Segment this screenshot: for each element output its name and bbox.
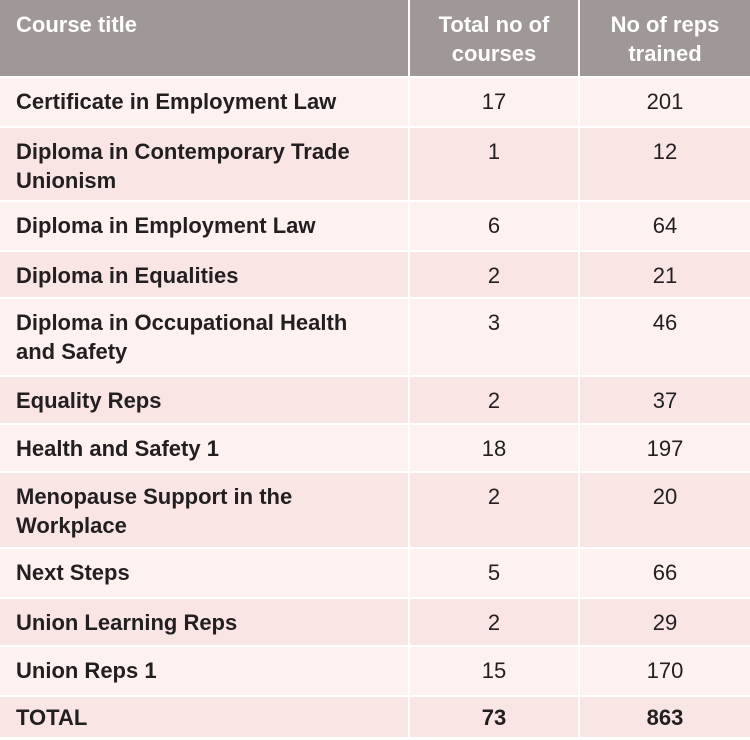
course-title: Diploma in Occupational Health and Safet… xyxy=(0,299,408,375)
number-cell: 20 xyxy=(580,473,750,547)
number-cell: 46 xyxy=(580,299,750,375)
number-cell: 1 xyxy=(410,128,578,200)
course-title: Health and Safety 1 xyxy=(0,425,408,471)
number-cell: 21 xyxy=(580,252,750,297)
number-cell: 2 xyxy=(410,252,578,297)
number-cell: 17 xyxy=(410,78,578,126)
number-cell: 66 xyxy=(580,549,750,597)
course-title: Certificate in Employment Law xyxy=(0,78,408,126)
header-cell: No of reps trained xyxy=(580,0,750,76)
number-cell: 170 xyxy=(580,647,750,695)
number-cell: 3 xyxy=(410,299,578,375)
course-title: Next Steps xyxy=(0,549,408,597)
total-number: 73 xyxy=(410,697,578,737)
number-cell: 18 xyxy=(410,425,578,471)
number-cell: 15 xyxy=(410,647,578,695)
number-cell: 37 xyxy=(580,377,750,423)
number-cell: 6 xyxy=(410,202,578,250)
course-title: Union Learning Reps xyxy=(0,599,408,645)
header-cell: Course title xyxy=(0,0,408,76)
course-title: Diploma in Equalities xyxy=(0,252,408,297)
header-cell: Total no of courses xyxy=(410,0,578,76)
number-cell: 5 xyxy=(410,549,578,597)
number-cell: 201 xyxy=(580,78,750,126)
number-cell: 2 xyxy=(410,473,578,547)
number-cell: 197 xyxy=(580,425,750,471)
number-cell: 64 xyxy=(580,202,750,250)
number-cell: 12 xyxy=(580,128,750,200)
course-title: Menopause Support in the Workplace xyxy=(0,473,408,547)
course-title: Diploma in Contemporary Trade Unionism xyxy=(0,128,408,200)
course-title: Union Reps 1 xyxy=(0,647,408,695)
number-cell: 29 xyxy=(580,599,750,645)
total-number: 863 xyxy=(580,697,750,737)
total-label: TOTAL xyxy=(0,697,408,737)
number-cell: 2 xyxy=(410,599,578,645)
number-cell: 2 xyxy=(410,377,578,423)
course-title: Diploma in Employment Law xyxy=(0,202,408,250)
course-title: Equality Reps xyxy=(0,377,408,423)
